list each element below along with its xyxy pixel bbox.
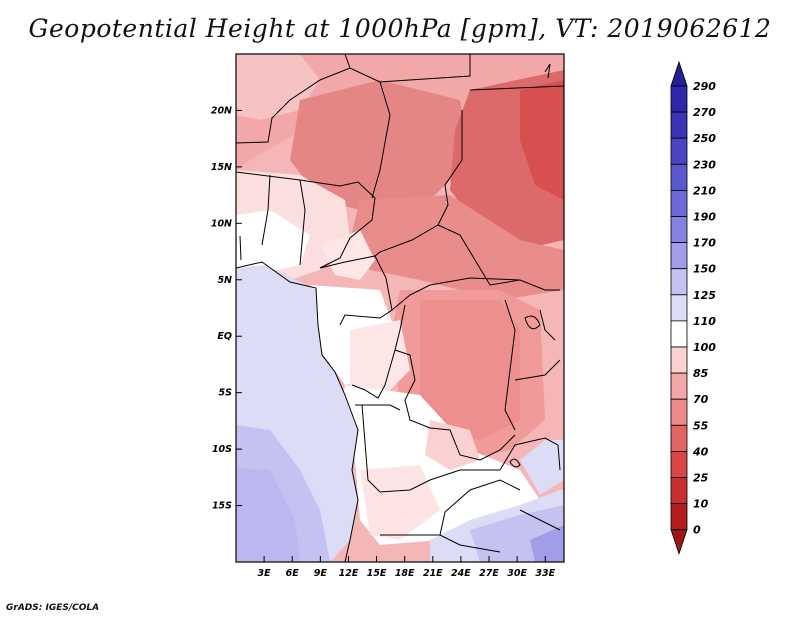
colorbar-label: 55: [693, 419, 709, 432]
y-tick-label: 5N: [217, 275, 232, 286]
colorbar-label: 0: [693, 524, 701, 537]
colorbar-segment: [670, 320, 688, 348]
x-tick-label: 18E: [395, 568, 415, 579]
colorbar-segment: [670, 242, 688, 270]
x-tick-label: 27E: [479, 568, 499, 579]
colorbar: 2902702502302101901701501251101008570554…: [670, 60, 716, 555]
y-tick-label: 15S: [212, 501, 232, 512]
colorbar-segment: [670, 398, 688, 426]
y-tick-label: 10N: [211, 218, 232, 229]
colorbar-segment: [670, 346, 688, 374]
colorbar-segment: [670, 163, 688, 191]
y-axis: 20N 15N 10N 5N EQ 5S 10S 15S: [211, 105, 242, 512]
x-tick-label: 3E: [258, 568, 272, 579]
colorbar-segment: [670, 503, 688, 531]
colorbar-segment: [670, 216, 688, 244]
colorbar-label: 85: [693, 367, 709, 380]
colorbar-label: 70: [693, 393, 709, 406]
x-tick-label: 6E: [286, 568, 300, 579]
colorbar-segment: [670, 372, 688, 400]
colorbar-segment: [670, 111, 688, 139]
colorbar-segment: [670, 268, 688, 296]
map-frame: [235, 53, 565, 563]
y-tick-label: 5S: [219, 388, 233, 399]
colorbar-label: 270: [693, 106, 716, 119]
colorbar-label: 100: [693, 341, 716, 354]
x-tick-label: 30E: [507, 568, 527, 579]
colorbar-label: 40: [692, 445, 709, 458]
shaded-field: [236, 54, 564, 562]
x-tick-label: 33E: [535, 568, 555, 579]
grads-credit: GrADS: IGES/COLA: [6, 603, 100, 613]
x-tick-label: 21E: [423, 568, 443, 579]
colorbar-segment: [670, 189, 688, 217]
x-tick-label: 9E: [314, 568, 328, 579]
y-tick-label: 20N: [211, 105, 232, 116]
x-tick-label: 12E: [339, 568, 359, 579]
colorbar-label: 25: [693, 472, 709, 485]
colorbar-segment: [670, 424, 688, 452]
colorbar-label: 190: [693, 211, 716, 224]
x-tick-label: 15E: [367, 568, 387, 579]
map-title: Geopotential Height at 1000hPa [gpm], VT…: [28, 14, 772, 43]
colorbar-label: 150: [693, 263, 716, 276]
colorbar-segment: [670, 477, 688, 505]
y-tick-label: EQ: [217, 331, 232, 342]
colorbar-segment: [670, 137, 688, 165]
colorbar-label: 125: [693, 289, 716, 302]
colorbar-segment: [670, 294, 688, 322]
colorbar-label: 290: [693, 80, 716, 93]
colorbar-label: 210: [693, 184, 716, 197]
colorbar-max-arrow: [670, 60, 688, 87]
colorbar-label: 250: [693, 132, 716, 145]
x-axis: 3E 6E 9E 12E 15E 18E 21E 24E 27E 30E 33E: [258, 556, 556, 579]
colorbar-label: 10: [693, 498, 709, 511]
colorbar-label: 170: [693, 237, 716, 250]
colorbar-segment: [670, 85, 688, 113]
colorbar-segment: [670, 450, 688, 478]
y-tick-label: 15N: [211, 162, 232, 173]
colorbar-min-arrow: [670, 529, 688, 555]
colorbar-label: 110: [693, 315, 716, 328]
x-tick-label: 24E: [451, 568, 471, 579]
y-tick-label: 10S: [212, 444, 232, 455]
colorbar-label: 230: [693, 158, 716, 171]
country-borders: [236, 54, 564, 562]
